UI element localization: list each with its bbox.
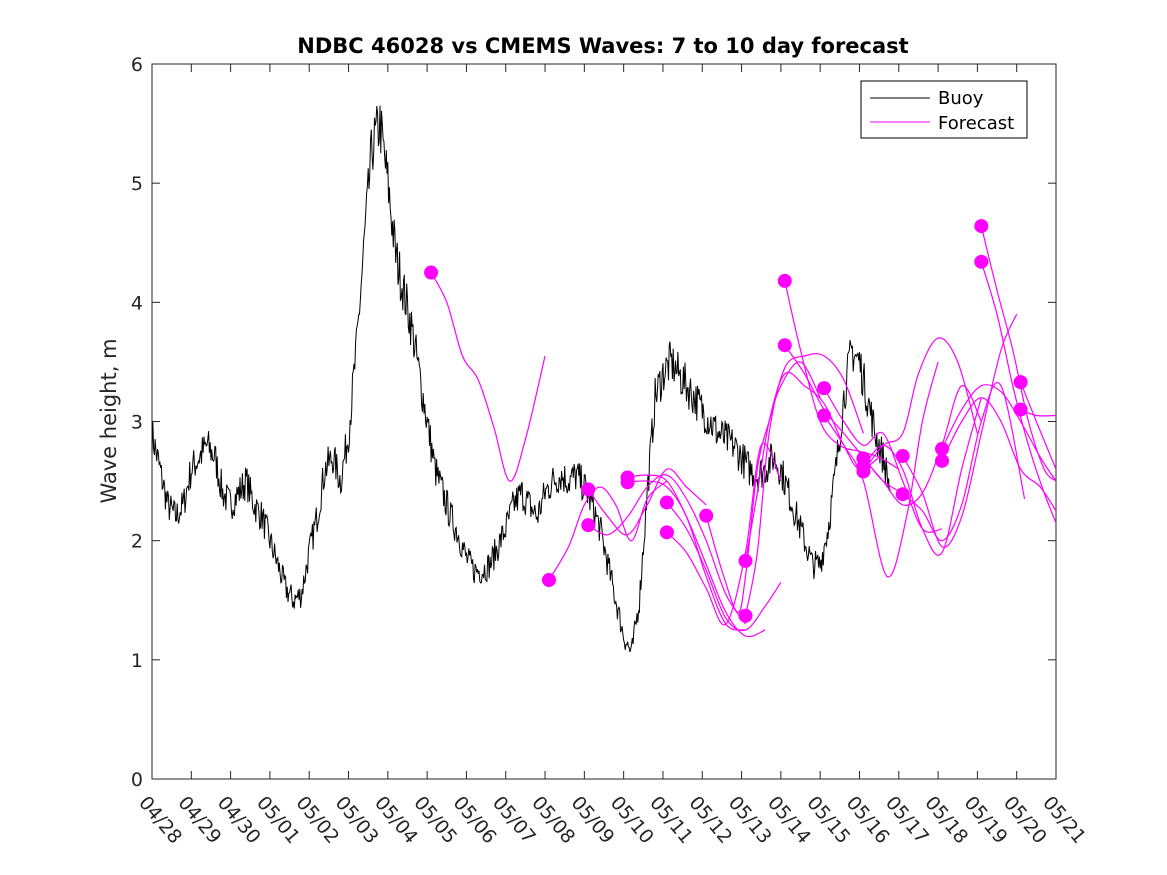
x-tick-label: 05/11 — [645, 792, 697, 848]
x-tick-label: 04/29 — [173, 792, 225, 848]
forecast-series-line-9 — [744, 353, 864, 616]
y-axis: 0 1 2 3 4 5 6 — [131, 54, 1056, 791]
forecast-start-marker — [935, 453, 950, 468]
data-layer — [151, 105, 1057, 653]
x-tick-label: 05/06 — [449, 792, 501, 848]
y-tick-label: 2 — [131, 531, 143, 553]
forecast-series-line-1 — [548, 480, 668, 581]
forecast-start-marker — [974, 254, 989, 269]
y-tick-label: 5 — [131, 173, 143, 195]
forecast-series-line-2 — [587, 468, 707, 536]
legend-box — [860, 80, 1028, 139]
plot-area — [151, 63, 1057, 780]
x-tick-label: 05/04 — [370, 792, 422, 848]
forecast-start-marker — [738, 608, 753, 623]
forecast-start-marker — [1013, 375, 1028, 390]
forecast-series-line-0 — [430, 272, 546, 482]
forecast-series-line-7 — [666, 442, 782, 626]
forecast-series-line-14 — [823, 361, 939, 578]
y-tick-label: 3 — [131, 412, 143, 434]
x-tick-label: 04/28 — [134, 792, 186, 848]
forecast-start-marker — [935, 441, 950, 456]
forecast-start-marker — [856, 464, 871, 479]
chart-title: NDBC 46028 vs CMEMS Waves: 7 to 10 day f… — [297, 34, 908, 58]
legend: Buoy Forecast — [860, 80, 1028, 139]
forecast-series-line-19 — [902, 382, 1026, 542]
forecast-start-marker — [581, 518, 596, 533]
forecast-series-line-17 — [862, 337, 978, 472]
y-tick-label: 6 — [131, 54, 143, 76]
y-tick-label: 4 — [131, 292, 143, 314]
x-tick-label: 05/13 — [724, 792, 776, 848]
x-tick-label: 05/01 — [252, 792, 304, 848]
x-tick-label: 05/12 — [684, 792, 736, 848]
x-tick-label: 05/10 — [606, 792, 658, 848]
x-tick-label: 05/19 — [960, 792, 1012, 848]
x-tick-label: 05/16 — [842, 792, 894, 848]
x-tick-label: 05/17 — [881, 792, 933, 848]
legend-buoy-label: Buoy — [938, 88, 984, 109]
x-tick-label: 05/20 — [999, 792, 1051, 848]
forecast-series-line-8 — [705, 361, 821, 613]
x-tick-label: 05/21 — [1038, 792, 1090, 848]
forecast-series-line-4 — [627, 474, 766, 638]
x-tick-label: 05/18 — [920, 792, 972, 848]
x-tick-label: 05/09 — [567, 792, 619, 848]
forecast-start-marker — [620, 475, 635, 490]
forecast-start-marker — [895, 487, 910, 502]
x-tick-label: 05/14 — [763, 792, 815, 848]
forecast-series-line-24 — [1020, 381, 1057, 470]
forecast-start-marker — [817, 408, 832, 423]
forecast-start-marker — [699, 508, 714, 523]
y-axis-label: Wave height, m — [97, 338, 121, 503]
x-tick-label: 04/30 — [213, 792, 265, 848]
x-tick-label: 05/07 — [488, 792, 540, 848]
forecast-series-line-10 — [744, 371, 880, 562]
forecast-start-marker — [659, 495, 674, 510]
x-tick-label: 05/08 — [527, 792, 579, 848]
forecast-start-marker — [541, 572, 556, 587]
x-tick-label: 05/05 — [409, 792, 461, 848]
forecast-start-marker — [777, 338, 792, 353]
forecast-start-marker — [817, 381, 832, 396]
x-tick-label: 05/03 — [331, 792, 383, 848]
y-tick-label: 0 — [131, 769, 143, 791]
forecast-series-line-18 — [902, 314, 1018, 548]
y-tick-label: 1 — [131, 650, 143, 672]
x-tick-label: 05/15 — [802, 792, 854, 848]
buoy-series-line — [151, 105, 891, 653]
x-tick-label: 05/02 — [291, 792, 343, 848]
forecast-start-marker — [1013, 402, 1028, 417]
forecast-series-line-11 — [784, 280, 900, 470]
forecast-start-marker — [659, 525, 674, 540]
forecast-start-marker — [895, 449, 910, 464]
forecast-series-line-3 — [587, 474, 747, 625]
forecast-series-line-20 — [941, 384, 1057, 482]
forecast-series-line-21 — [941, 397, 1057, 512]
forecast-start-marker — [777, 273, 792, 288]
forecast-start-marker — [974, 219, 989, 234]
forecast-series-line-6 — [666, 502, 782, 632]
forecast-start-marker — [738, 553, 753, 568]
forecast-start-marker — [581, 482, 596, 497]
forecast-start-marker — [424, 265, 439, 280]
legend-forecast-label: Forecast — [938, 113, 1014, 134]
